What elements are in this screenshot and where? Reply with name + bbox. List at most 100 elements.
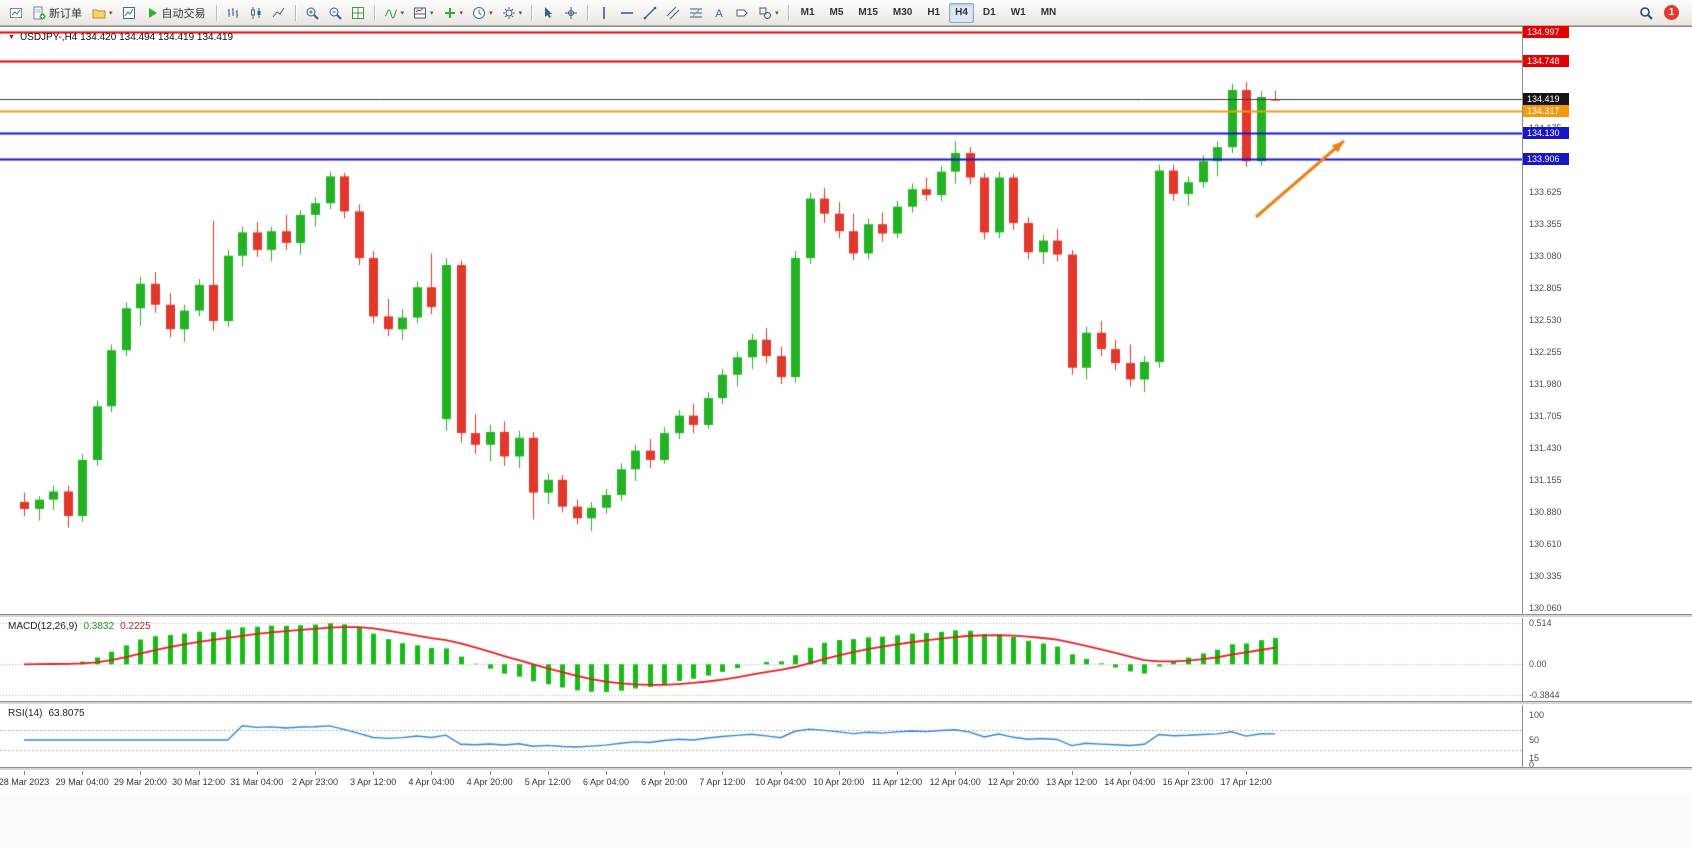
price-tick-label: 132.255 <box>1529 347 1562 357</box>
rsi-axis-label: 15 <box>1529 752 1540 763</box>
macd-signal-value: 0.2225 <box>120 621 151 632</box>
zoom-out-button[interactable] <box>324 2 346 23</box>
time-label: 5 Apr 12:00 <box>524 777 571 787</box>
time-label: 10 Apr 20:00 <box>813 777 865 787</box>
timeframe-w1-button[interactable]: W1 <box>1005 3 1032 23</box>
shapes-icon <box>758 6 772 20</box>
rsi-axis-label: 100 <box>1529 710 1545 720</box>
time-label: 12 Apr 04:00 <box>929 777 981 787</box>
panel-splitter[interactable] <box>0 701 1692 705</box>
svg-text:A: A <box>715 8 723 20</box>
new-chart-icon <box>9 6 23 20</box>
candlestick-chart-canvas[interactable] <box>0 27 1522 614</box>
chart-window: ▼ USDJPY-,H4 134.420 134.494 134.419 134… <box>0 26 1692 848</box>
vertical-line-tool-button[interactable] <box>593 2 615 23</box>
time-tick <box>897 771 898 775</box>
timeframe-d1-button[interactable]: D1 <box>977 3 1002 23</box>
text-icon: A <box>712 6 726 20</box>
timeframe-m1-button[interactable]: M1 <box>795 3 821 23</box>
timeframe-h1-button[interactable]: H1 <box>921 3 946 23</box>
tile-windows-button[interactable] <box>347 2 369 23</box>
profiles-icon <box>92 6 106 20</box>
toolbar-separator <box>531 4 533 21</box>
zoom-in-button[interactable] <box>301 2 323 23</box>
panel-splitter[interactable] <box>0 614 1692 618</box>
time-label: 13 Apr 12:00 <box>1046 777 1098 787</box>
toolbar-separator <box>373 4 375 21</box>
toolbar-separator <box>787 4 789 21</box>
time-label: 16 Apr 23:00 <box>1162 777 1214 787</box>
indicator-windows-button[interactable]: ▾ <box>409 2 438 23</box>
chevron-down-icon: ▾ <box>400 9 405 17</box>
indicator-window-icon <box>413 6 427 20</box>
crosshair-tool-button[interactable] <box>560 2 582 23</box>
indicators-button[interactable]: ▾ <box>380 2 409 23</box>
market-watch-icon <box>122 6 136 20</box>
new-order-icon <box>32 6 46 20</box>
line-chart-button[interactable] <box>268 2 290 23</box>
market-watch-button[interactable] <box>118 2 140 23</box>
cursor-tool-button[interactable] <box>537 2 559 23</box>
time-label: 31 Mar 04:00 <box>230 777 284 787</box>
algo-trading-button-label: 自动交易 <box>161 7 206 20</box>
price-tick-label: 131.705 <box>1529 411 1562 422</box>
macd-indicator-canvas[interactable] <box>0 618 1522 701</box>
timeframe-h4-button[interactable]: H4 <box>949 2 974 23</box>
time-tick <box>548 771 549 775</box>
timeframe-mn-button[interactable]: MN <box>1035 3 1063 23</box>
toolbar-separator <box>587 4 589 21</box>
price-tick-label: 133.080 <box>1529 250 1562 261</box>
time-label: 11 Apr 12:00 <box>871 777 923 787</box>
rsi-title: RSI(14) <box>8 708 43 719</box>
time-tick <box>1246 771 1247 775</box>
toolbar-separator <box>294 4 296 21</box>
chevron-down-icon: ▾ <box>518 9 523 17</box>
time-axis[interactable]: 28 Mar 2023 29 Mar 04:00 29 Mar 20:00 30 Ma… <box>0 771 1522 793</box>
price-tick-label: 130.610 <box>1529 538 1562 549</box>
hline-icon <box>620 6 634 20</box>
periodicity-button[interactable]: ▾ <box>468 2 497 23</box>
text-tool-button[interactable]: A <box>708 2 730 23</box>
price-tick-label: 131.430 <box>1529 443 1562 454</box>
notification-badge[interactable]: 1 <box>1664 5 1679 20</box>
timeframe-m5-button[interactable]: M5 <box>824 3 850 23</box>
new-chart-button[interactable] <box>5 2 27 23</box>
time-tick <box>664 771 665 775</box>
panel-splitter[interactable] <box>0 767 1692 771</box>
time-tick <box>1188 771 1189 775</box>
time-label: 2 Apr 23:00 <box>291 777 339 787</box>
macd-title: MACD(12,26,9) <box>8 621 78 632</box>
new-order-button[interactable]: 新订单 <box>28 2 87 23</box>
symbol-ohlc-text: USDJPY-,H4 134.420 134.494 134.419 134.4… <box>19 32 234 43</box>
rsi-indicator-canvas[interactable] <box>0 705 1522 767</box>
crosshair-icon <box>564 6 578 20</box>
time-label: 28 Mar 2023 <box>0 777 50 787</box>
search-button[interactable] <box>1635 2 1657 23</box>
time-label: 10 Apr 04:00 <box>755 777 807 787</box>
arrows-tool-button[interactable]: ▾ <box>754 2 783 23</box>
timeframe-m30-button[interactable]: M30 <box>887 3 918 23</box>
price-tick-label: 131.980 <box>1529 379 1562 390</box>
trendline-tool-button[interactable] <box>639 2 661 23</box>
price-badge: 133.906 <box>1523 153 1569 166</box>
price-axis[interactable]: 134.175133.625133.355133.080132.805132.5… <box>1522 26 1692 770</box>
label-tool-button[interactable] <box>731 2 753 23</box>
fibonacci-tool-button[interactable] <box>685 2 707 23</box>
channel-tool-button[interactable] <box>662 2 684 23</box>
timeframe-m15-button[interactable]: M15 <box>852 3 883 23</box>
time-label: 4 Apr 20:00 <box>466 777 513 787</box>
macd-main-value: 0.3832 <box>83 621 115 632</box>
bars-icon <box>226 6 240 20</box>
bar-chart-button[interactable] <box>222 2 244 23</box>
templates-button[interactable]: ▾ <box>498 2 527 23</box>
time-tick <box>490 771 491 775</box>
candlestick-chart-button[interactable] <box>245 2 267 23</box>
price-badge: 134.130 <box>1523 127 1569 140</box>
horizontal-line-tool-button[interactable] <box>616 2 638 23</box>
add-object-button[interactable]: ▾ <box>439 2 468 23</box>
time-tick <box>1072 771 1073 775</box>
profiles-button[interactable]: ▾ <box>88 2 117 23</box>
time-label: 12 Apr 20:00 <box>987 777 1039 787</box>
algo-trading-button[interactable]: 自动交易 <box>141 2 211 23</box>
tile-windows-icon <box>351 6 365 20</box>
